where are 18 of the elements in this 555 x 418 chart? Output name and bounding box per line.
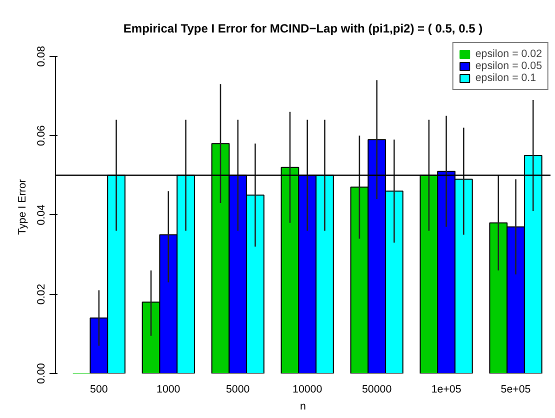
x-tick-label: 5e+05 bbox=[500, 384, 531, 396]
y-tick-label: 0.00 bbox=[36, 363, 48, 384]
legend-label: epsilon = 0.1 bbox=[475, 72, 536, 84]
y-tick-label: 0.08 bbox=[36, 46, 48, 67]
legend-label: epsilon = 0.05 bbox=[475, 60, 542, 72]
legend-label: epsilon = 0.02 bbox=[475, 48, 542, 60]
x-tick-label: 10000 bbox=[292, 384, 322, 396]
y-tick-label: 0.02 bbox=[36, 284, 48, 305]
y-axis-title: Type I Error bbox=[16, 178, 28, 235]
x-tick-label: 50000 bbox=[362, 384, 392, 396]
y-tick-label: 0.04 bbox=[36, 204, 48, 226]
y-tick-label: 0.06 bbox=[36, 125, 48, 146]
chart-title: Empirical Type I Error for MCIND−Lap with (pi1,pi2) = ( 0.5, 0.5 ) bbox=[123, 22, 483, 36]
x-tick-label: 1e+05 bbox=[431, 384, 462, 396]
x-tick-label: 500 bbox=[90, 384, 108, 396]
x-axis-title: n bbox=[300, 400, 306, 412]
x-tick-label: 5000 bbox=[226, 384, 250, 396]
x-tick-label: 1000 bbox=[156, 384, 180, 396]
